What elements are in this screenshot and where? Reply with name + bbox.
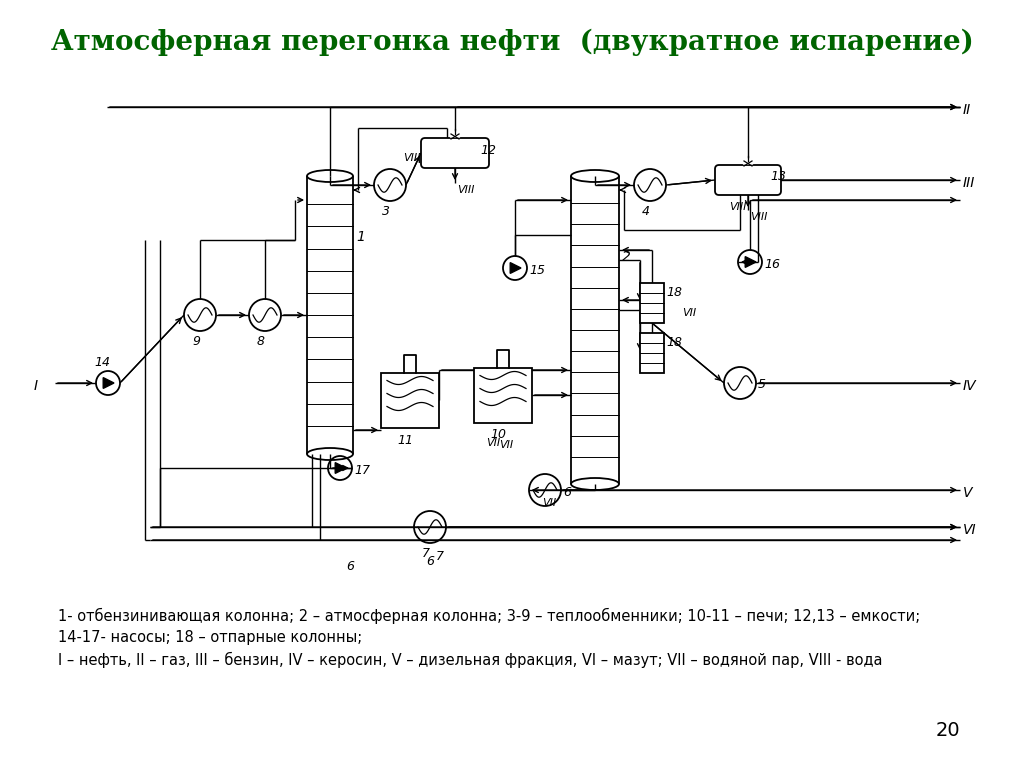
Text: VIII: VIII xyxy=(457,185,474,195)
Text: VII: VII xyxy=(499,439,513,449)
Text: 11: 11 xyxy=(397,433,413,446)
Text: 17: 17 xyxy=(354,463,370,476)
Bar xyxy=(381,373,439,427)
Text: 18: 18 xyxy=(666,336,682,349)
Text: VII: VII xyxy=(486,439,500,449)
Polygon shape xyxy=(103,377,114,388)
Bar xyxy=(474,367,532,423)
Text: 16: 16 xyxy=(764,258,780,271)
Bar xyxy=(640,333,664,373)
Text: 10: 10 xyxy=(490,429,506,442)
Text: 1- отбензинивающая колонна; 2 – атмосферная колонна; 3-9 – теплообменники; 10-11: 1- отбензинивающая колонна; 2 – атмосфер… xyxy=(58,608,921,624)
Text: 14-17- насосы; 18 – отпарные колонны;: 14-17- насосы; 18 – отпарные колонны; xyxy=(58,630,362,645)
Text: VIII: VIII xyxy=(750,212,767,222)
Text: 15: 15 xyxy=(529,264,545,276)
Text: I – нефть, II – газ, III – бензин, IV – керосин, V – дизельная фракция, VI – маз: I – нефть, II – газ, III – бензин, IV – … xyxy=(58,652,883,668)
Text: 18: 18 xyxy=(666,286,682,299)
Text: 13: 13 xyxy=(770,170,786,183)
Text: 5: 5 xyxy=(758,378,766,391)
Text: III: III xyxy=(963,176,976,190)
Text: 3: 3 xyxy=(382,205,390,218)
Text: 7: 7 xyxy=(422,547,430,560)
Text: VIII: VIII xyxy=(403,153,421,163)
Text: Атмосферная перегонка нефти  (двукратное испарение): Атмосферная перегонка нефти (двукратное … xyxy=(50,28,974,56)
Bar xyxy=(640,283,664,323)
Polygon shape xyxy=(510,262,521,273)
Text: II: II xyxy=(963,103,971,117)
Text: 9: 9 xyxy=(193,335,200,348)
Text: 14: 14 xyxy=(94,356,110,369)
Polygon shape xyxy=(745,257,756,268)
Text: I: I xyxy=(34,379,38,393)
Text: 6: 6 xyxy=(563,486,571,499)
Text: 2: 2 xyxy=(622,250,631,264)
FancyBboxPatch shape xyxy=(715,165,781,195)
Polygon shape xyxy=(335,463,346,473)
Text: 6: 6 xyxy=(426,555,434,568)
Text: VIII: VIII xyxy=(729,202,746,212)
Text: 20: 20 xyxy=(935,721,961,740)
Text: 7: 7 xyxy=(436,550,444,563)
Text: V: V xyxy=(963,486,973,500)
Text: VII: VII xyxy=(682,308,696,318)
Text: 1: 1 xyxy=(356,230,365,244)
Text: VI: VI xyxy=(963,523,977,537)
Text: 4: 4 xyxy=(642,205,650,218)
Polygon shape xyxy=(450,132,460,137)
Text: 8: 8 xyxy=(257,335,265,348)
Text: 12: 12 xyxy=(480,143,496,156)
Polygon shape xyxy=(743,159,753,164)
Text: IV: IV xyxy=(963,379,977,393)
FancyBboxPatch shape xyxy=(421,138,489,168)
Text: VII: VII xyxy=(542,498,556,508)
Text: 6: 6 xyxy=(346,560,354,573)
